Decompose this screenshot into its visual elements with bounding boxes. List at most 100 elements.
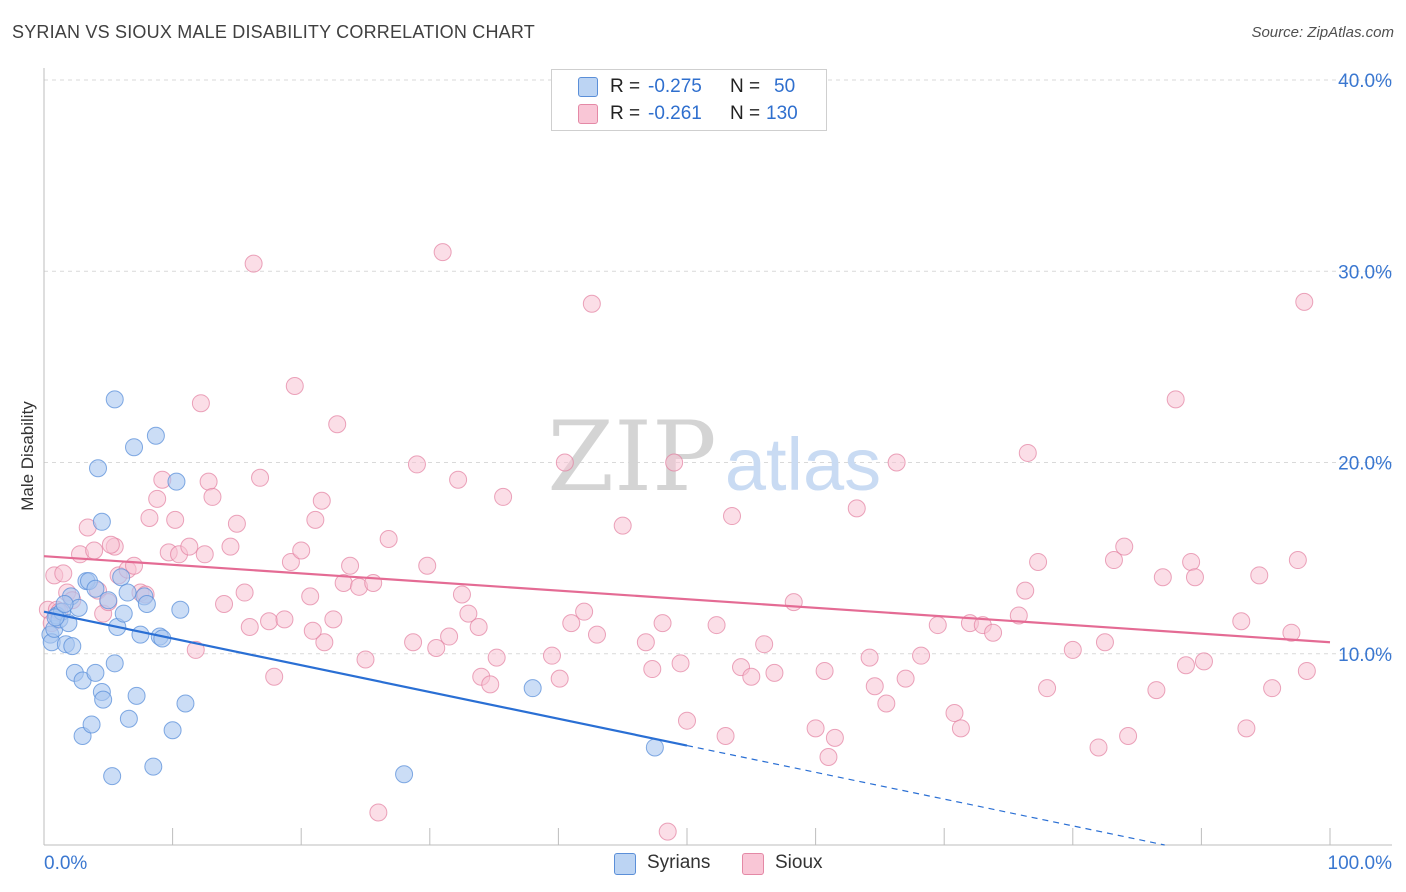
y-tick-label: 20.0% — [1338, 454, 1392, 475]
sioux-point — [555, 453, 574, 472]
sioux-point — [404, 633, 423, 652]
sioux-point — [671, 654, 690, 673]
sioux-point — [877, 694, 896, 713]
sioux-point — [281, 552, 300, 571]
syrian-point — [86, 663, 105, 682]
sioux-point — [1250, 566, 1269, 585]
sioux-point — [452, 585, 471, 604]
y-tick-label: 30.0% — [1338, 262, 1392, 283]
sioux-point — [825, 728, 844, 747]
syrian-point — [99, 591, 118, 610]
sioux-point — [275, 610, 294, 629]
sioux-point — [587, 625, 606, 644]
sioux-point — [292, 541, 311, 560]
sioux-r-value: -0.261 — [648, 103, 702, 124]
sioux-point — [1288, 551, 1307, 570]
sioux-point — [301, 587, 320, 606]
syrian-points — [41, 390, 664, 786]
syrians-r-value: -0.275 — [648, 76, 702, 97]
syrian-point — [63, 637, 82, 656]
sioux-point — [1237, 719, 1256, 738]
sioux-point — [575, 602, 594, 621]
sioux-point — [1095, 633, 1114, 652]
sioux-point — [1263, 679, 1282, 698]
syrians-trend-extension — [686, 744, 1165, 846]
sioux-point — [984, 623, 1003, 642]
sioux-point — [860, 648, 879, 667]
sioux-legend-swatch — [742, 853, 764, 875]
sioux-point — [658, 822, 677, 841]
r-label: R = — [610, 76, 641, 97]
sioux-point — [215, 595, 234, 614]
sioux-point — [235, 583, 254, 602]
x-tick-label: 100.0% — [1328, 853, 1393, 874]
sioux-point — [784, 593, 803, 612]
sioux-point — [440, 627, 459, 646]
sioux-point — [203, 487, 222, 506]
syrians-n-value: 50 — [774, 76, 796, 97]
sioux-point — [481, 675, 500, 694]
sioux-point — [469, 617, 488, 636]
sioux-trend-line — [43, 555, 1331, 644]
sioux-point — [1185, 568, 1204, 587]
syrian-point — [55, 595, 74, 614]
syrian-point — [171, 600, 190, 619]
syrian-point — [89, 459, 108, 478]
sioux-point — [815, 661, 834, 680]
syrians-legend-label: Syrians — [647, 852, 711, 873]
sioux-point — [1016, 581, 1035, 600]
sioux-point — [356, 650, 375, 669]
sioux-point — [1038, 679, 1057, 698]
syrian-point — [103, 767, 122, 786]
sioux-n-value: 130 — [766, 103, 798, 124]
trend-lines — [43, 555, 1331, 846]
sioux-point — [101, 535, 120, 554]
sioux-point — [896, 669, 915, 688]
sioux-point — [1153, 568, 1172, 587]
syrian-point — [105, 654, 124, 673]
sioux-point — [1115, 537, 1134, 556]
sioux-point — [166, 510, 185, 529]
sioux-point — [665, 453, 684, 472]
sioux-point — [427, 639, 446, 658]
sioux-point — [285, 377, 304, 395]
sioux-point — [716, 726, 735, 745]
sioux-point — [1232, 612, 1251, 631]
syrian-point — [94, 690, 113, 709]
sioux-point — [324, 610, 343, 629]
sioux-point — [742, 667, 761, 686]
sioux-point — [636, 633, 655, 652]
sioux-point — [369, 803, 388, 822]
sioux-point — [887, 453, 906, 472]
sioux-point — [707, 616, 726, 635]
sioux-point — [847, 499, 866, 518]
syrian-point — [105, 390, 124, 409]
sioux-point — [613, 516, 632, 535]
y-tick-label: 10.0% — [1338, 645, 1392, 666]
sioux-point — [1295, 292, 1314, 311]
sioux-point — [1166, 390, 1185, 409]
source-label: Source: ZipAtlas.com — [1251, 24, 1394, 41]
correlation-legend: R = -0.275 N = 50 R = -0.261 N = 130 — [551, 69, 827, 131]
sioux-point — [433, 243, 452, 262]
sioux-point — [806, 719, 825, 738]
sioux-point — [542, 646, 561, 665]
syrian-point — [645, 738, 664, 757]
sioux-point — [653, 614, 672, 633]
sioux-swatch — [578, 104, 598, 124]
sioux-point — [199, 472, 218, 491]
sioux-point — [945, 704, 964, 723]
sioux-point — [1176, 656, 1195, 675]
sioux-point — [251, 468, 270, 487]
chart-title: SYRIAN VS SIOUX MALE DISABILITY CORRELAT… — [12, 22, 535, 42]
sioux-point — [1147, 681, 1166, 700]
syrian-point — [112, 568, 131, 587]
watermark: ZIP atlas — [547, 401, 881, 513]
sioux-point — [180, 537, 199, 556]
sioux-point — [459, 604, 478, 623]
r-label: R = — [610, 103, 641, 124]
syrian-point — [144, 757, 163, 776]
syrian-point — [92, 512, 111, 531]
legend-row-sioux: R = -0.261 N = 130 — [552, 101, 826, 127]
